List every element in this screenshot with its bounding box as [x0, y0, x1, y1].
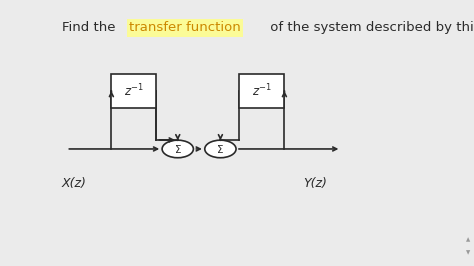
Bar — [111, 74, 156, 108]
Circle shape — [205, 140, 236, 158]
Bar — [239, 74, 284, 108]
Text: Find the: Find the — [62, 22, 119, 34]
Text: $\Sigma$: $\Sigma$ — [174, 143, 182, 155]
Text: ▼: ▼ — [466, 250, 470, 255]
Circle shape — [162, 140, 193, 158]
Text: ▲: ▲ — [466, 237, 470, 242]
Text: X(z): X(z) — [61, 177, 86, 190]
Text: of the system described by this block diagram:: of the system described by this block di… — [266, 22, 474, 34]
Text: $z^{-1}$: $z^{-1}$ — [124, 83, 144, 99]
Text: Y(z): Y(z) — [303, 177, 327, 190]
Text: transfer function: transfer function — [129, 22, 241, 34]
Text: $\Sigma$: $\Sigma$ — [217, 143, 224, 155]
Text: $z^{-1}$: $z^{-1}$ — [252, 83, 272, 99]
